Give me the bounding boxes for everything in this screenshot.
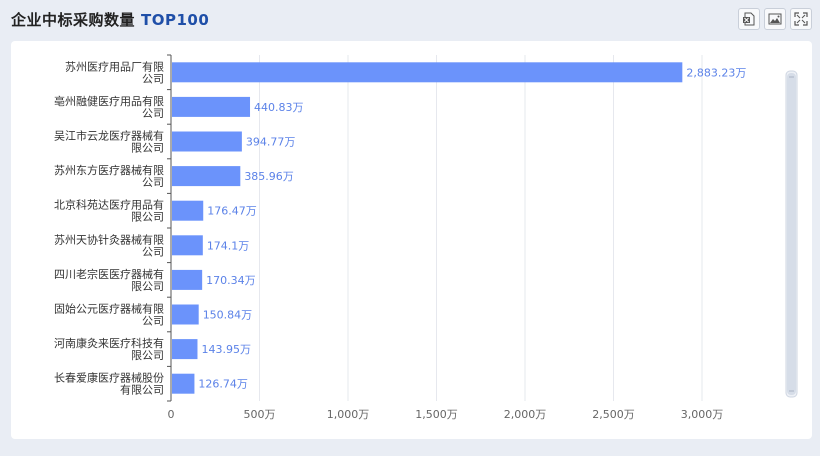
bar[interactable]: [172, 373, 195, 394]
x-tick-label: 500万: [244, 408, 276, 421]
bar[interactable]: [172, 96, 251, 117]
y-axis: [167, 54, 172, 402]
category-label: 固始公元医疗器械有限公司: [54, 302, 164, 328]
data-label: 170.34万: [206, 274, 256, 287]
category-label: 苏州东方医疗器械有限公司: [54, 163, 164, 189]
value-labels: 2,883.23万 440.83万 394.77万 385.96万 176.47万 174…: [198, 66, 746, 390]
image-export-button[interactable]: [764, 8, 786, 30]
excel-export-button[interactable]: [738, 8, 760, 30]
category-label: 长春爱康医疗器械股份有限公司: [54, 371, 164, 397]
data-label: 2,883.23万: [686, 66, 746, 79]
x-tick-label: 3,000万: [681, 408, 724, 421]
category-label: 河南康灸来医疗科技有限公司: [54, 336, 164, 362]
category-labels: 苏州医疗用品厂有限公司亳州融健医疗用品有限公司吴江市云龙医疗器械有限公司苏州东方…: [54, 59, 164, 396]
category-label: 苏州天协针灸器械有限公司: [54, 232, 164, 258]
chart-panel: 苏州医疗用品厂有限公司亳州融健医疗用品有限公司 吴江市云龙医疗器械有限公司 苏州东方…: [11, 41, 812, 439]
category-label: 苏州医疗用品厂有限公司: [65, 59, 164, 85]
data-zoom-scrollbar[interactable]: [785, 70, 798, 398]
bar[interactable]: [172, 304, 199, 325]
fullscreen-button[interactable]: [790, 8, 812, 30]
chart-toolbar: [738, 8, 812, 30]
chart-title: 企业中标采购数量 TOP100: [11, 9, 209, 30]
x-tick-label: 1,000万: [327, 408, 370, 421]
bar[interactable]: [172, 62, 683, 83]
data-label: 174.1万: [207, 239, 250, 252]
bars: [172, 62, 683, 394]
bar[interactable]: [172, 131, 242, 152]
data-label: 176.47万: [207, 205, 256, 218]
data-label: 150.84万: [203, 309, 253, 322]
image-export-icon: [768, 13, 782, 25]
bar[interactable]: [172, 269, 203, 290]
data-label: 394.77万: [246, 136, 295, 149]
category-label: 北京科苑达医疗用品有限公司: [54, 198, 164, 224]
category-label: 亳州融健医疗用品有限公司: [54, 94, 164, 120]
bar[interactable]: [172, 339, 198, 360]
bar[interactable]: [172, 166, 241, 187]
x-axis-ticks: 0 500万 1,000万 1,500万 2,000万 2,500万 3,000万: [168, 408, 724, 421]
chart-header: 企业中标采购数量 TOP100: [0, 0, 820, 38]
bar-chart: 苏州医疗用品厂有限公司亳州融健医疗用品有限公司吴江市云龙医疗器械有限公司苏州东方…: [54, 54, 798, 421]
category-label: 四川老宗医医疗器械有限公司: [54, 267, 164, 293]
data-label: 143.95万: [201, 343, 251, 356]
data-label: 440.83万: [254, 101, 304, 114]
category-label: 吴江市云龙医疗器械有限公司: [54, 129, 164, 155]
bar[interactable]: [172, 200, 204, 221]
fullscreen-icon: [794, 12, 808, 26]
grid-lines: [259, 55, 703, 401]
data-label: 385.96万: [244, 170, 294, 183]
x-tick-label: 1,500万: [415, 408, 458, 421]
excel-export-icon: [743, 12, 755, 26]
data-label: 126.74万: [198, 378, 248, 391]
chart-title-tag: TOP100: [141, 11, 210, 29]
x-tick-label: 2,000万: [504, 408, 547, 421]
x-tick-label: 0: [168, 408, 175, 421]
scrollbar-handle[interactable]: [789, 76, 794, 392]
x-tick-label: 2,500万: [592, 408, 635, 421]
chart-title-text: 企业中标采购数量: [11, 11, 136, 29]
scrollbar-thumb[interactable]: [787, 73, 796, 395]
bar[interactable]: [172, 235, 203, 256]
